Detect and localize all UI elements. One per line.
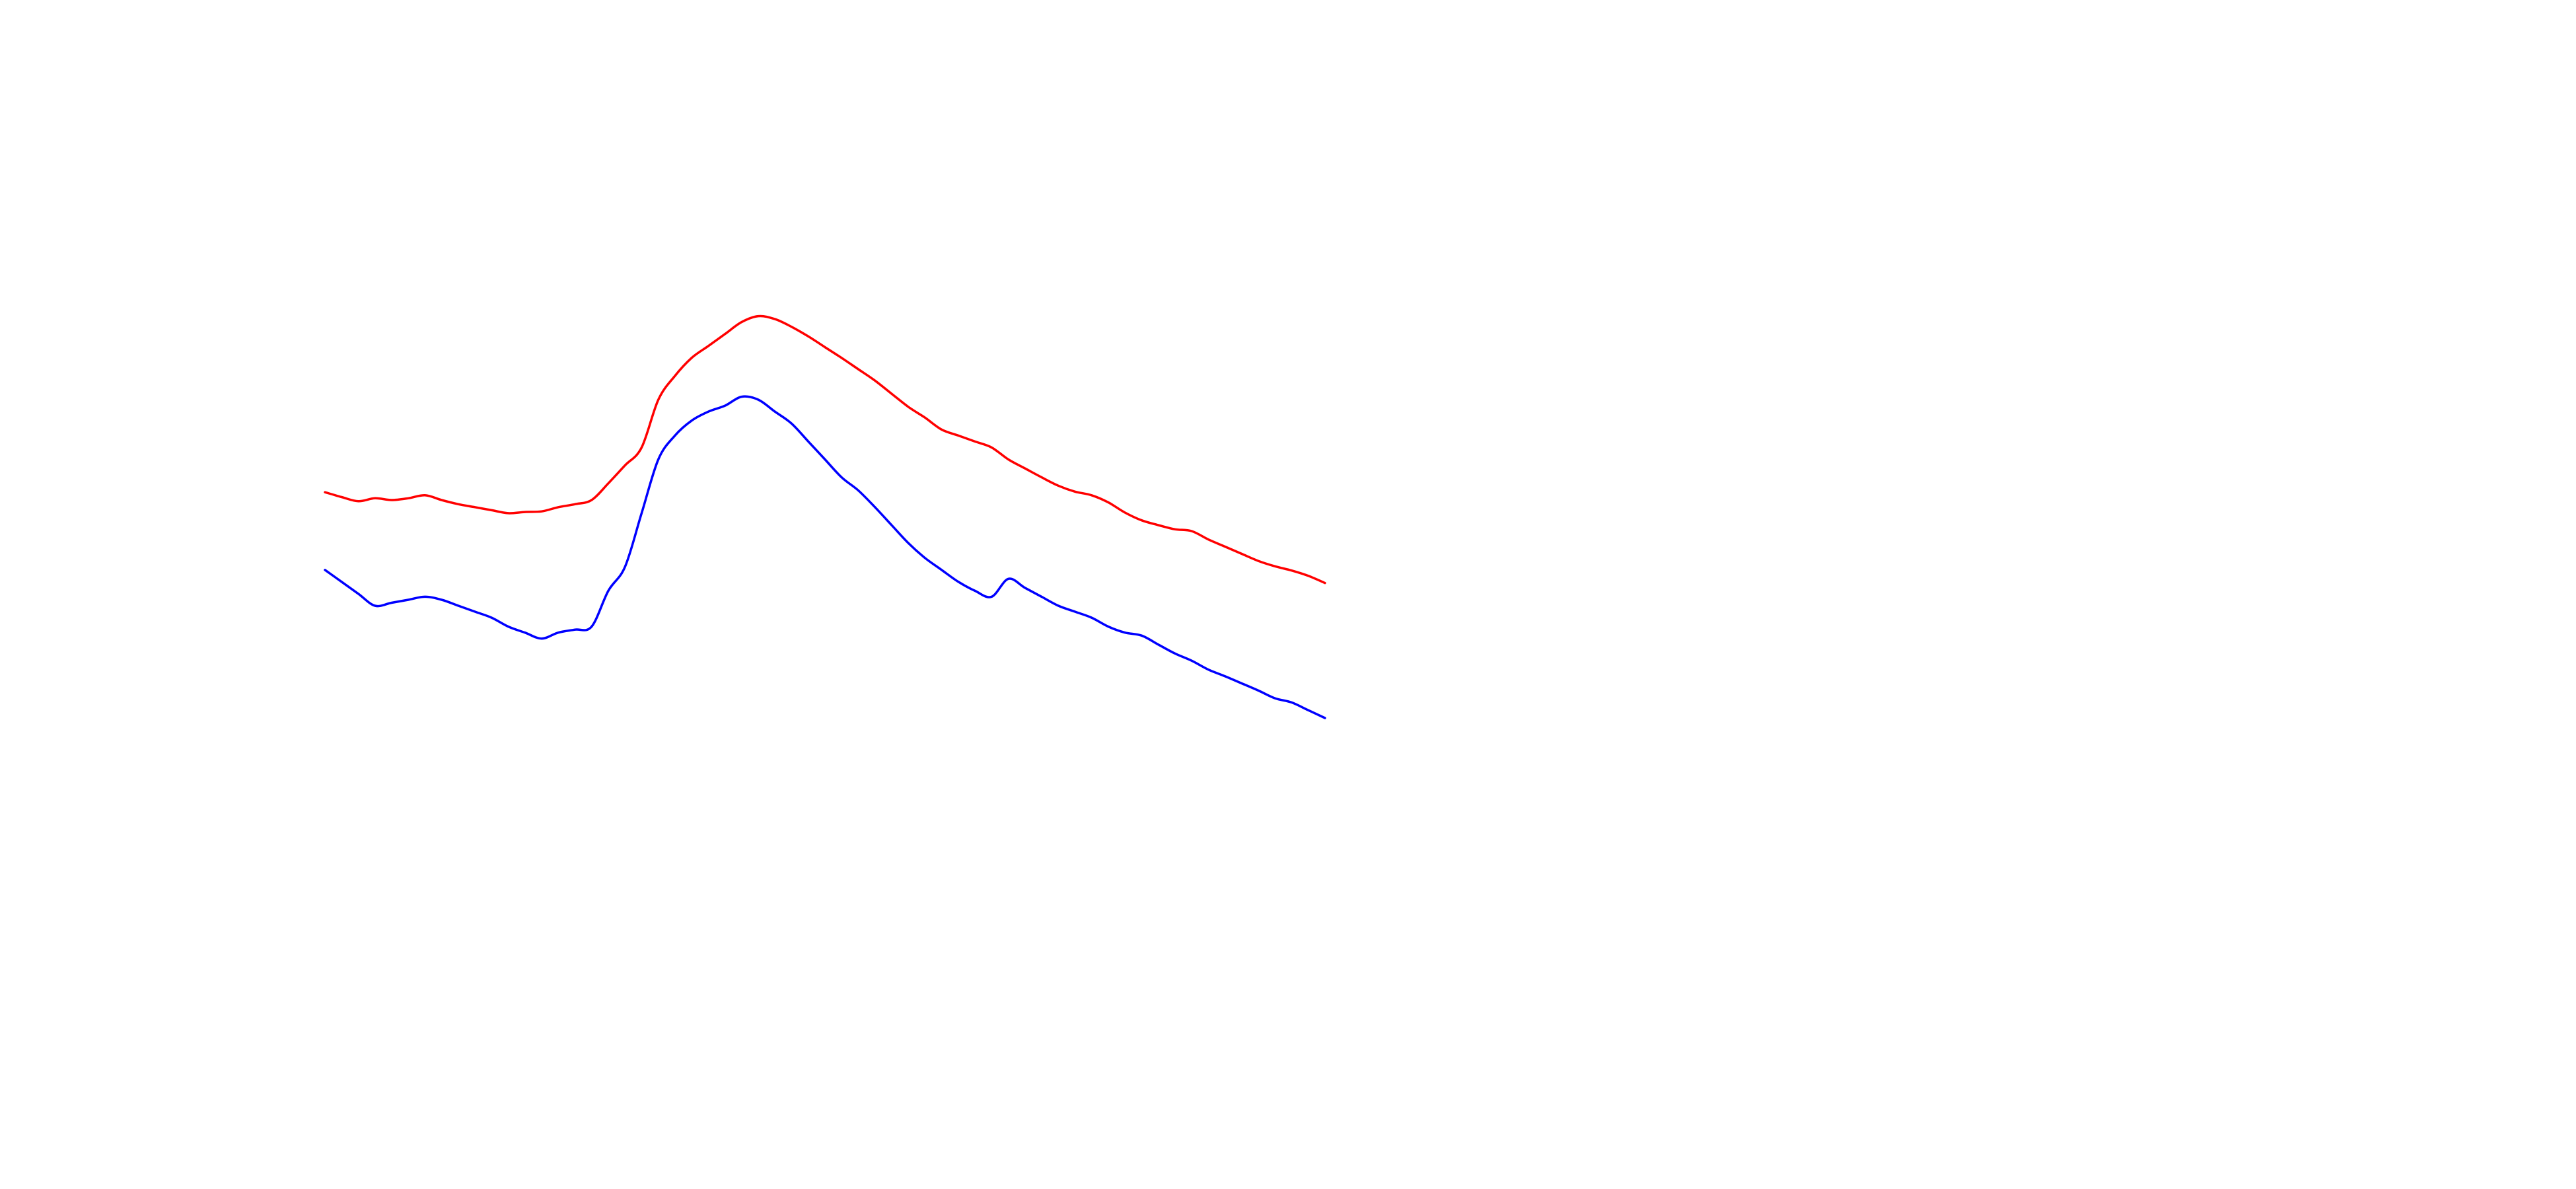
series-line-1 [324,314,1326,585]
series-layer [324,314,1326,719]
series-line-2 [324,395,1326,719]
